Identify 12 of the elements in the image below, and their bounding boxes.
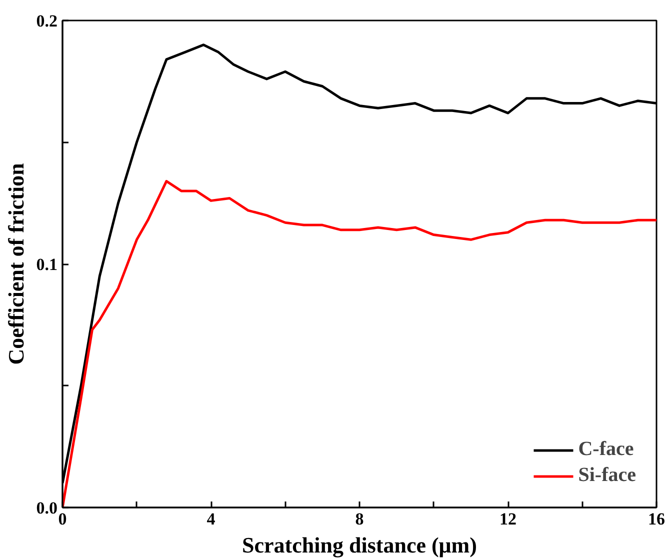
x-tick-label: 8 [355, 510, 364, 528]
x-tick-label: 0 [58, 510, 67, 528]
x-tick-label: 16 [648, 510, 665, 528]
legend-label: Si-face [578, 464, 636, 487]
x-tick-label: 12 [500, 510, 516, 528]
y-tick-label: 0.0 [36, 498, 58, 518]
y-tick-label: 0.2 [36, 12, 58, 30]
y-tick-label: 0.1 [36, 255, 58, 274]
legend-label: C-face [578, 438, 634, 461]
y-axis-title: Coefficient of friction [3, 163, 28, 365]
x-axis-title: Scratching distance (μm) [242, 532, 477, 558]
x-tick-label: 4 [206, 510, 216, 528]
